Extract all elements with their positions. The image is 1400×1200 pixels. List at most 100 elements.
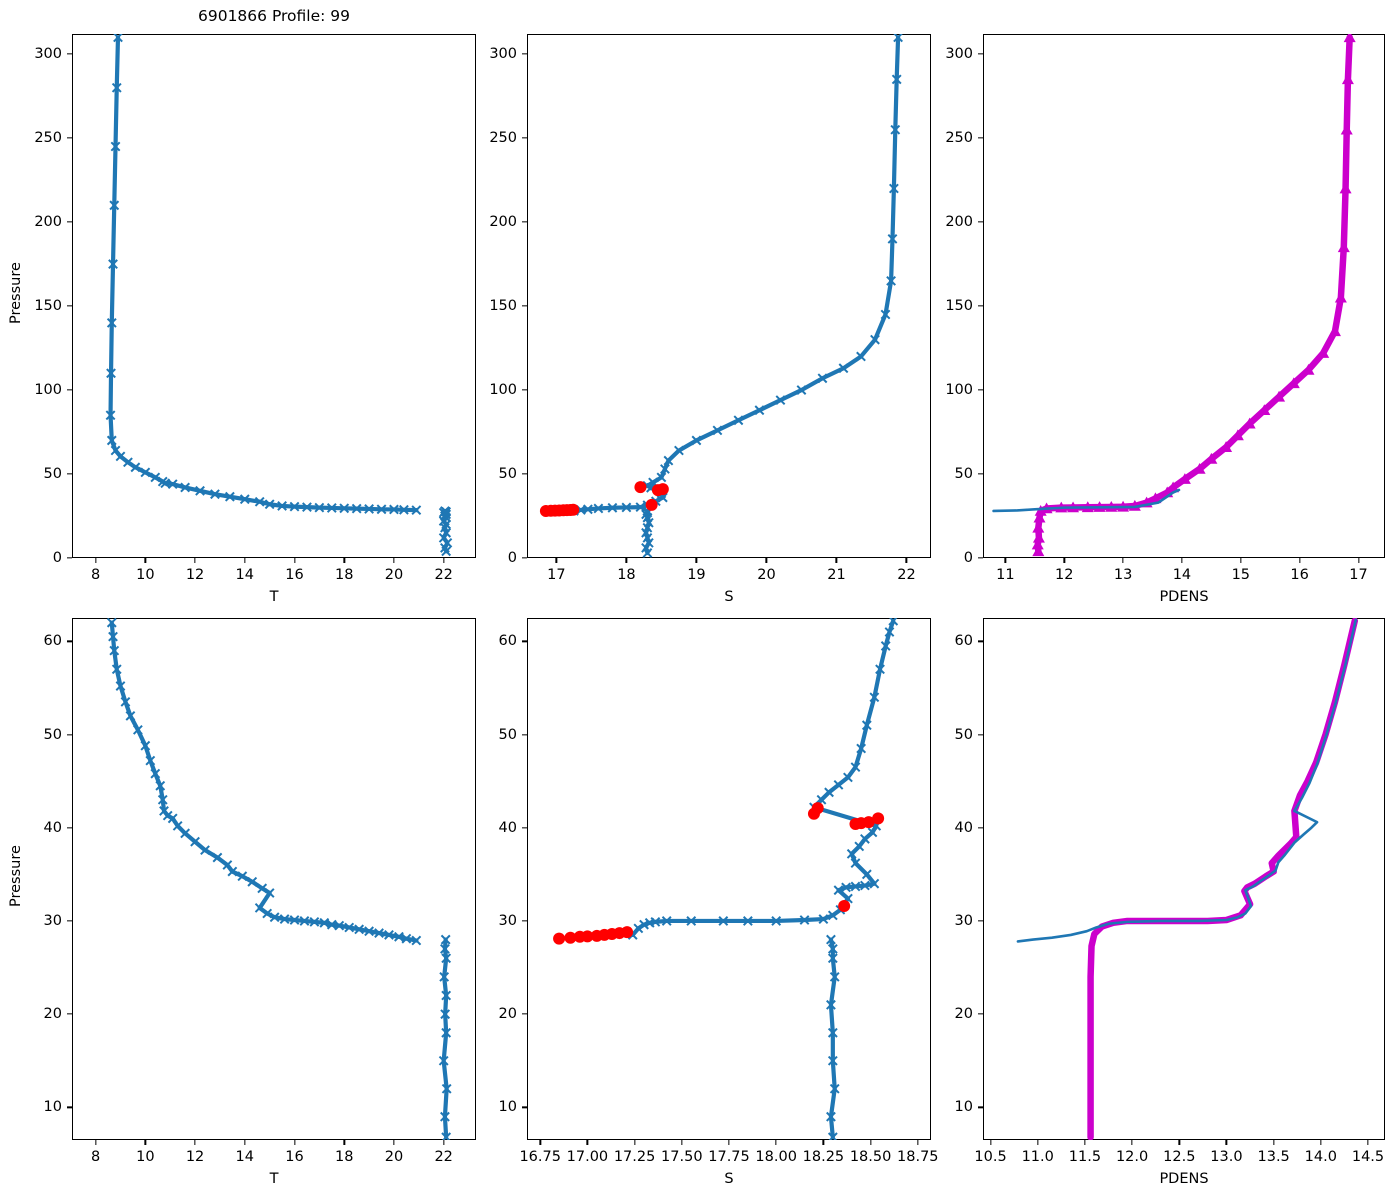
marker-x [106,618,117,628]
marker-x [733,415,744,426]
marker-x [661,916,672,926]
y-tick-label: 250 [34,130,62,147]
marker-x [440,1111,450,1122]
series-0 [826,934,840,1140]
series-0 [1087,618,1359,1140]
x-tick-label: 13.0 [1210,1149,1243,1165]
y-tick-label: 30 [498,912,517,929]
marker-x [140,740,151,751]
marker-x [441,990,452,1001]
marker-triangle [1317,347,1330,358]
marker-x [120,696,131,707]
marker-x [110,141,121,152]
marker-x [887,233,898,244]
marker-x [376,504,387,515]
y-tick-label: 40 [954,819,973,836]
series-line [1034,34,1353,555]
y-tick-label: 20 [498,1006,517,1023]
y-tick-label: 30 [954,912,973,929]
marker-x [326,919,337,930]
x-tick-label: 21 [827,567,846,583]
y-tick-mark [67,305,72,307]
marker-x [394,931,404,942]
x-tick-label: 8 [90,1149,101,1165]
x-tick-label: 16 [1290,567,1309,583]
marker-x [172,820,183,831]
marker-triangle [1031,538,1044,550]
marker-x [262,908,273,919]
x-tick-mark [1320,1140,1322,1145]
y-tick-label: 30 [43,912,62,929]
marker-x [641,543,651,553]
y-tick-label: 10 [498,1099,517,1116]
marker-x [109,200,120,211]
x-tick-mark [1084,1140,1086,1145]
series-1 [105,34,422,516]
marker-x [289,915,300,925]
marker-x [829,1083,840,1094]
marker-x [314,502,325,513]
marker-x [891,74,902,85]
marker-x [827,910,838,921]
axes-frame [527,34,931,558]
marker-x [239,494,250,505]
marker-triangle [1328,325,1341,337]
y-tick-label: 60 [954,633,973,650]
marker-x [886,275,896,286]
series-line [571,35,901,514]
y-tick-label: 50 [43,726,62,743]
marker-x [254,902,265,913]
series-1 [106,618,422,946]
plot-panel-pdens-zoom [983,618,1385,1140]
marker-x [593,503,604,514]
y-tick-label: 100 [945,382,973,399]
marker-x [712,425,723,436]
series-1 [569,34,903,516]
y-tick-mark [978,389,983,391]
marker-x [850,858,861,869]
marker-x [264,888,275,898]
marker-x [856,743,867,754]
y-tick-label: 150 [34,298,62,315]
marker-x [111,82,122,93]
x-tick-mark [917,1140,919,1145]
x-tick-mark [989,1140,992,1145]
y-tick-label: 200 [34,214,62,231]
marker-x [157,476,168,487]
marker-x [843,772,853,783]
y-tick-label: 0 [507,550,517,566]
marker-x [893,34,903,43]
y-tick-mark [67,640,72,642]
x-tick-label: 14 [1172,567,1192,583]
marker-triangle [1287,377,1300,389]
marker-x [850,881,861,892]
y-tick-mark [522,640,527,642]
x-tick-mark [822,1140,825,1145]
marker-x [210,489,220,500]
marker-x [854,841,865,852]
marker-x [123,457,133,468]
y-tick-mark [522,557,527,559]
marker-x [227,866,238,877]
marker-x [440,1009,451,1020]
y-tick-mark [522,733,527,736]
y-tick-label: 40 [498,819,517,836]
marker-x [875,664,885,675]
x-tick-mark [1178,1140,1180,1145]
x-tick-label: 18 [334,1149,354,1165]
marker-x [374,928,384,938]
y-tick-mark [67,1106,72,1109]
y-tick-mark [522,305,527,307]
marker-triangle [1243,417,1256,429]
marker-triangle [1220,441,1233,452]
marker-x [441,1027,452,1038]
marker-flag [838,900,851,913]
plot-panel-s-full [527,34,931,558]
series-0 [438,934,452,1140]
marker-x [884,627,895,637]
x-tick-label: 10.5 [974,1149,1007,1165]
x-tick-mark [393,558,395,563]
x-tick-label: 12 [185,567,205,583]
x-tick-label: 18.00 [755,1149,797,1165]
